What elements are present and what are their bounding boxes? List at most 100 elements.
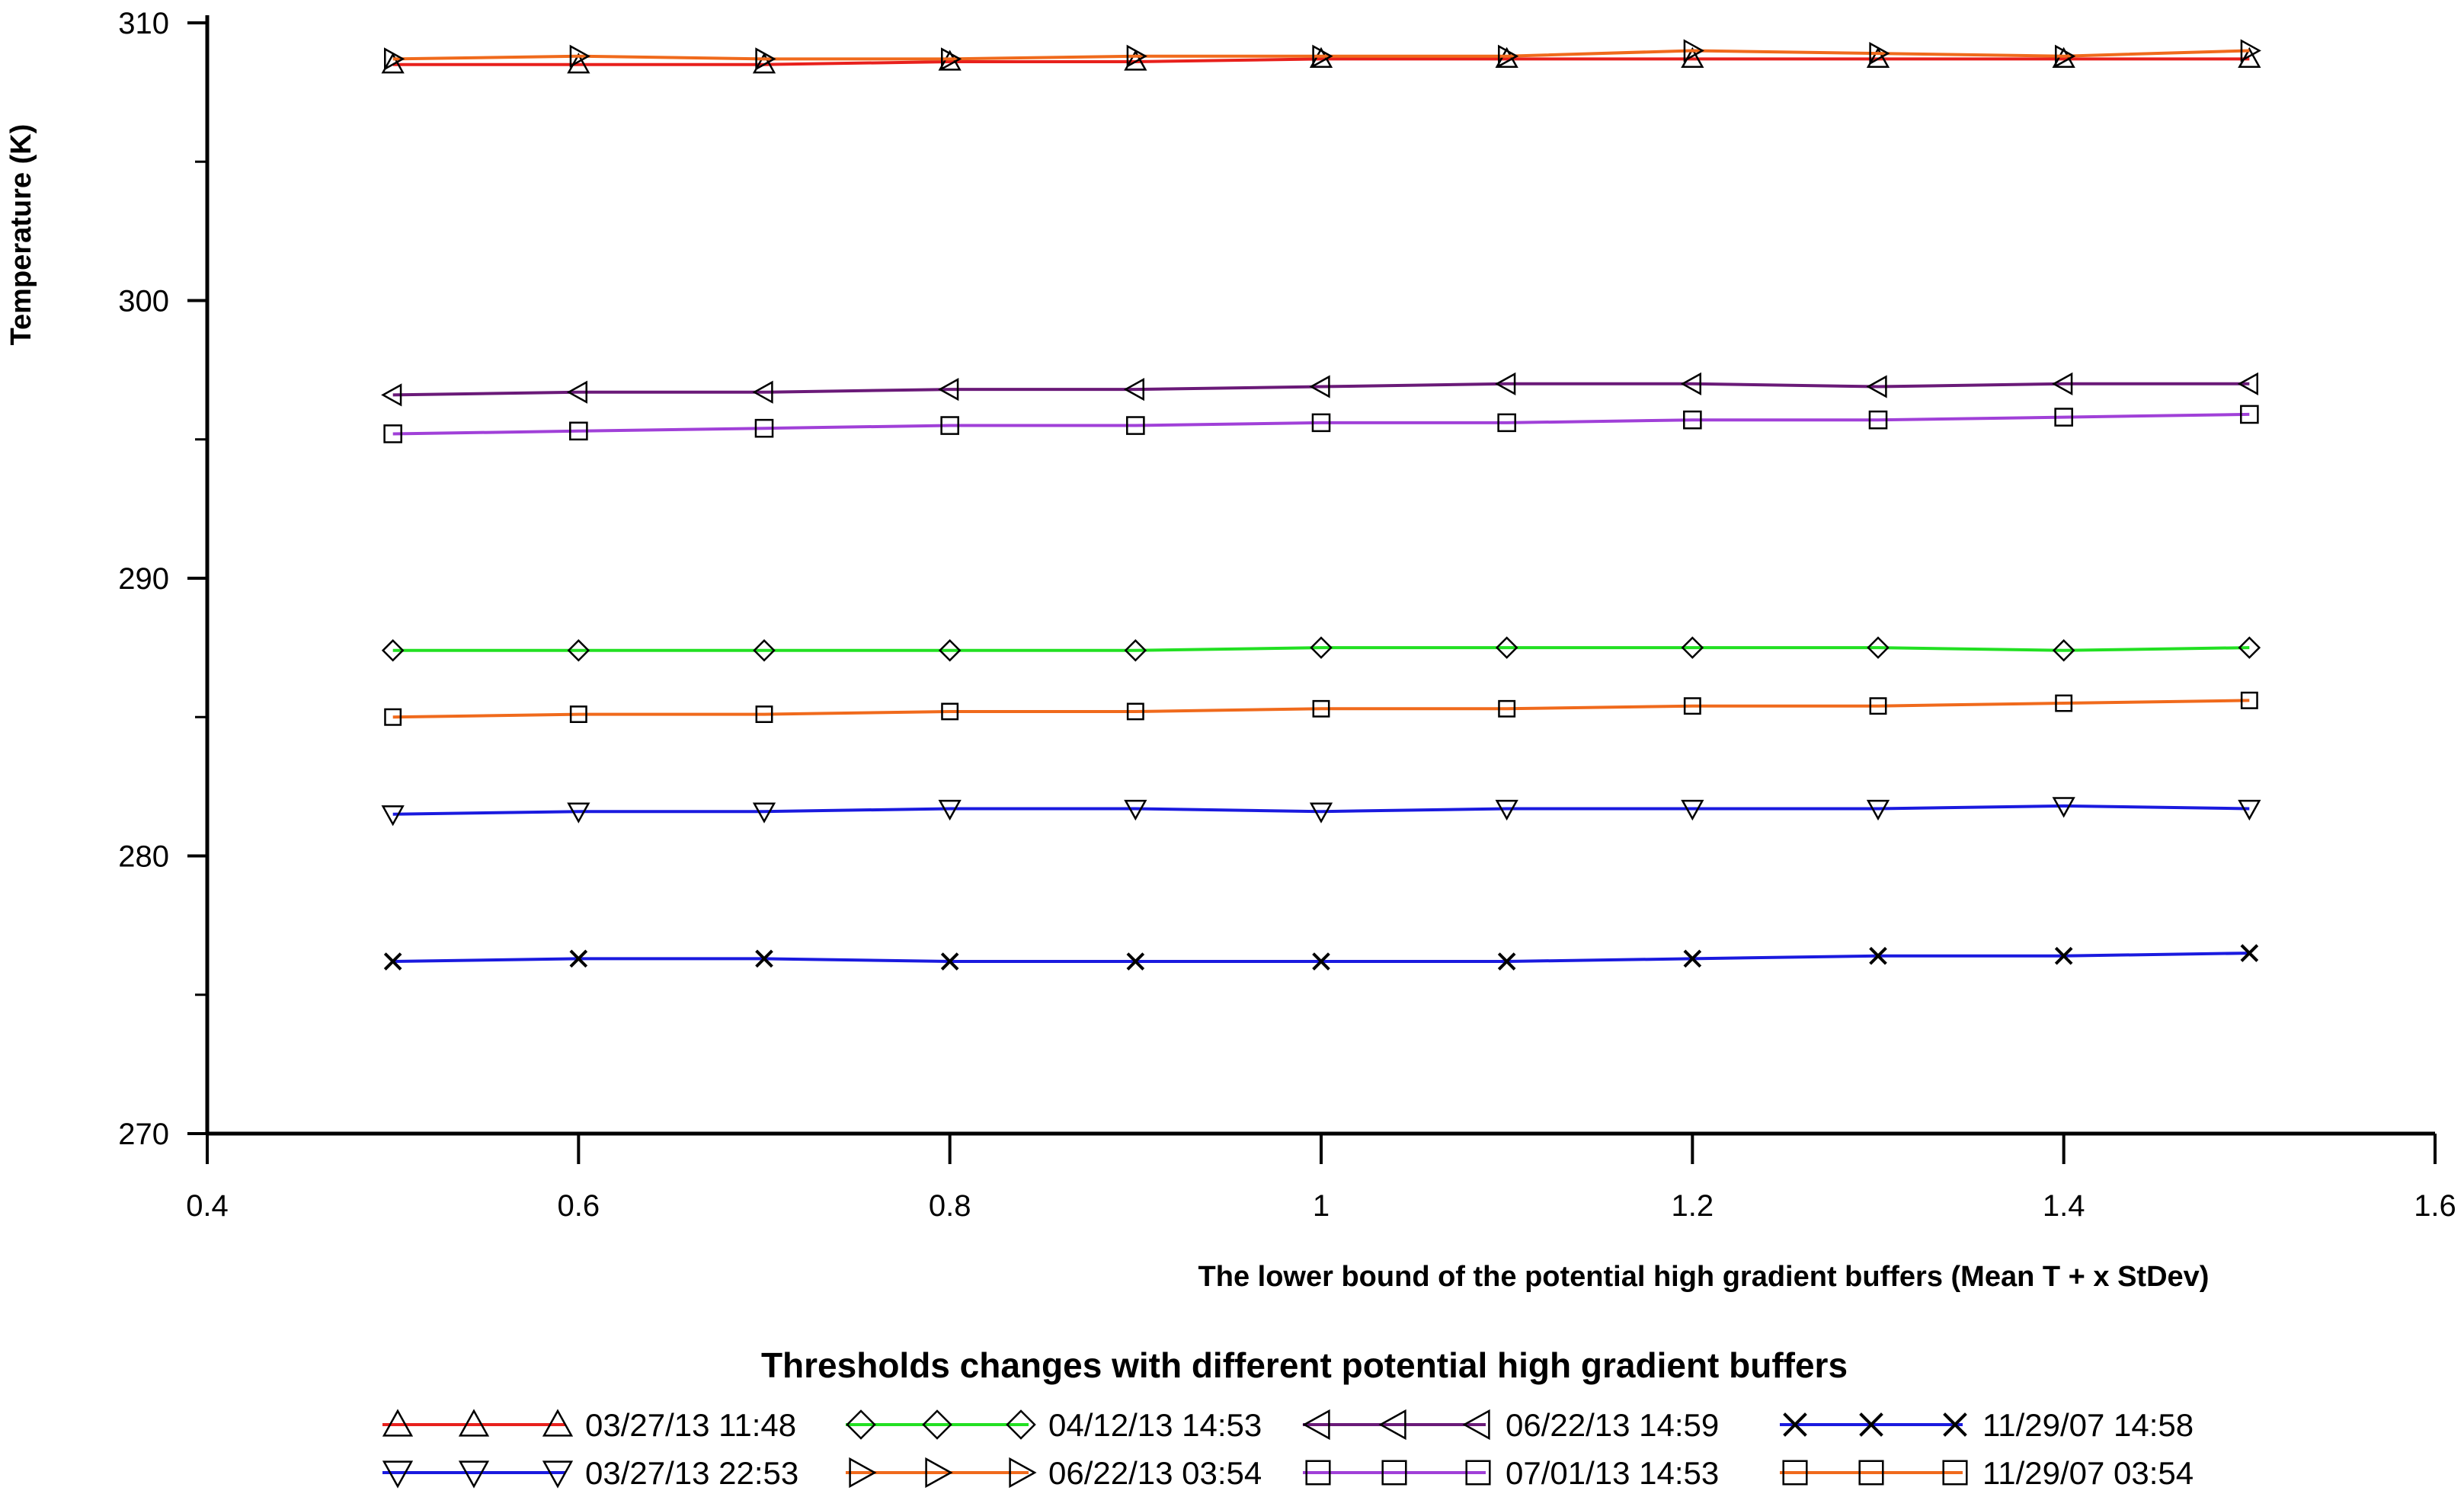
legend: 03/27/13 11:48 04/12/13 14:53 06/22/13 14:… — [382, 1407, 2194, 1491]
legend-marker — [382, 1460, 414, 1489]
data-point — [1498, 699, 1516, 718]
legend-entry: 03/27/13 11:48 — [382, 1407, 796, 1443]
data-point — [569, 44, 590, 68]
legend-entry: 06/22/13 14:59 — [1302, 1407, 1719, 1443]
data-point — [1681, 799, 1704, 821]
series-line — [392, 412, 2250, 436]
data-point — [1123, 378, 1144, 401]
legend-marker — [1305, 1460, 1331, 1486]
data-point — [1126, 952, 1145, 971]
x-axis-label: The lower bound of the potential high gr… — [1198, 1261, 2210, 1293]
data-point — [753, 639, 776, 662]
data-point — [1497, 413, 1516, 433]
data-point — [755, 47, 776, 71]
plot-area — [381, 39, 2261, 971]
data-point — [1495, 372, 1516, 395]
data-point — [938, 378, 959, 401]
y-tick-label: 300 — [118, 285, 169, 318]
data-point — [1124, 50, 1147, 71]
legend-marker — [1302, 1409, 1330, 1441]
data-point — [1681, 636, 1704, 659]
data-point — [754, 418, 774, 438]
legend-marker — [542, 1460, 574, 1489]
data-point — [2052, 797, 2075, 818]
data-point — [755, 705, 773, 724]
legend-entry: 04/12/13 14:53 — [846, 1407, 1262, 1443]
data-point — [2054, 408, 2073, 427]
x-tick-label: 1 — [1313, 1189, 1330, 1223]
data-point — [1683, 39, 1704, 62]
data-point — [569, 949, 588, 968]
series-line — [392, 382, 2250, 397]
x-tick-label: 0.8 — [929, 1189, 971, 1223]
data-point — [1869, 697, 1887, 715]
legend-marker — [925, 1457, 953, 1489]
data-point — [381, 53, 405, 74]
legend-marker — [922, 1409, 952, 1440]
series-5 — [381, 372, 2258, 407]
legend-marker — [1009, 1457, 1037, 1489]
legend-marker — [1378, 1409, 1406, 1441]
data-point — [2240, 944, 2259, 962]
legend-marker — [382, 1409, 414, 1437]
data-point — [752, 802, 776, 824]
legend-marker — [1462, 1409, 1490, 1441]
data-point — [1495, 636, 1518, 659]
data-point — [1868, 410, 1888, 430]
series-7 — [383, 944, 2259, 971]
data-point — [2238, 636, 2261, 659]
series-2 — [381, 797, 2261, 827]
data-point — [2238, 799, 2261, 821]
series-3 — [381, 636, 2261, 662]
data-point — [569, 421, 588, 441]
chart-title: Thresholds changes with different potent… — [761, 1345, 1848, 1385]
legend-entry: 07/01/13 14:53 — [1303, 1455, 1719, 1491]
series-1 — [381, 46, 2261, 74]
data-point — [1126, 416, 1145, 435]
legend-marker — [1465, 1460, 1491, 1486]
legend-label: 07/01/13 14:53 — [1506, 1455, 1719, 1491]
data-point — [941, 47, 962, 71]
data-point — [383, 424, 402, 443]
data-point — [940, 952, 959, 971]
data-point — [2054, 946, 2073, 965]
legend-label: 11/29/07 03:54 — [1982, 1455, 2194, 1491]
data-point — [1312, 44, 1333, 68]
data-point — [1497, 952, 1516, 971]
data-point — [1680, 372, 1701, 395]
data-point — [381, 639, 405, 662]
legend-entry: 11/29/07 03:54 — [1780, 1455, 2194, 1491]
y-tick-label: 290 — [118, 562, 169, 596]
data-point — [1312, 952, 1330, 971]
series-line — [392, 49, 2250, 61]
data-point — [1495, 799, 1518, 821]
data-point — [569, 705, 587, 724]
data-point — [1126, 44, 1147, 68]
legend-label: 11/29/07 14:58 — [1982, 1407, 2194, 1443]
data-point — [2052, 639, 2075, 662]
data-point — [2240, 39, 2261, 62]
legend-label: 06/22/13 03:54 — [1048, 1455, 1262, 1491]
x-tick-label: 0.4 — [186, 1189, 229, 1223]
legend-marker — [1858, 1460, 1884, 1486]
data-point — [1309, 375, 1330, 398]
data-point — [2240, 691, 2258, 709]
data-point — [381, 805, 405, 827]
x-tick-label: 1.6 — [2414, 1189, 2456, 1223]
legend-entry: 11/29/07 14:58 — [1780, 1407, 2194, 1443]
data-point — [567, 639, 590, 662]
data-point — [1869, 41, 1890, 66]
data-point — [567, 802, 590, 824]
data-point — [381, 383, 402, 407]
data-point — [938, 639, 962, 662]
x-tick-label: 1.2 — [1672, 1189, 1714, 1223]
legend-label: 03/27/13 11:48 — [585, 1407, 796, 1443]
series-line — [392, 699, 2250, 719]
data-point — [938, 799, 962, 821]
data-point — [2055, 694, 2073, 712]
data-point — [1683, 949, 1702, 968]
data-point — [2237, 372, 2258, 395]
data-point — [1124, 799, 1147, 821]
legend-marker — [846, 1409, 876, 1440]
